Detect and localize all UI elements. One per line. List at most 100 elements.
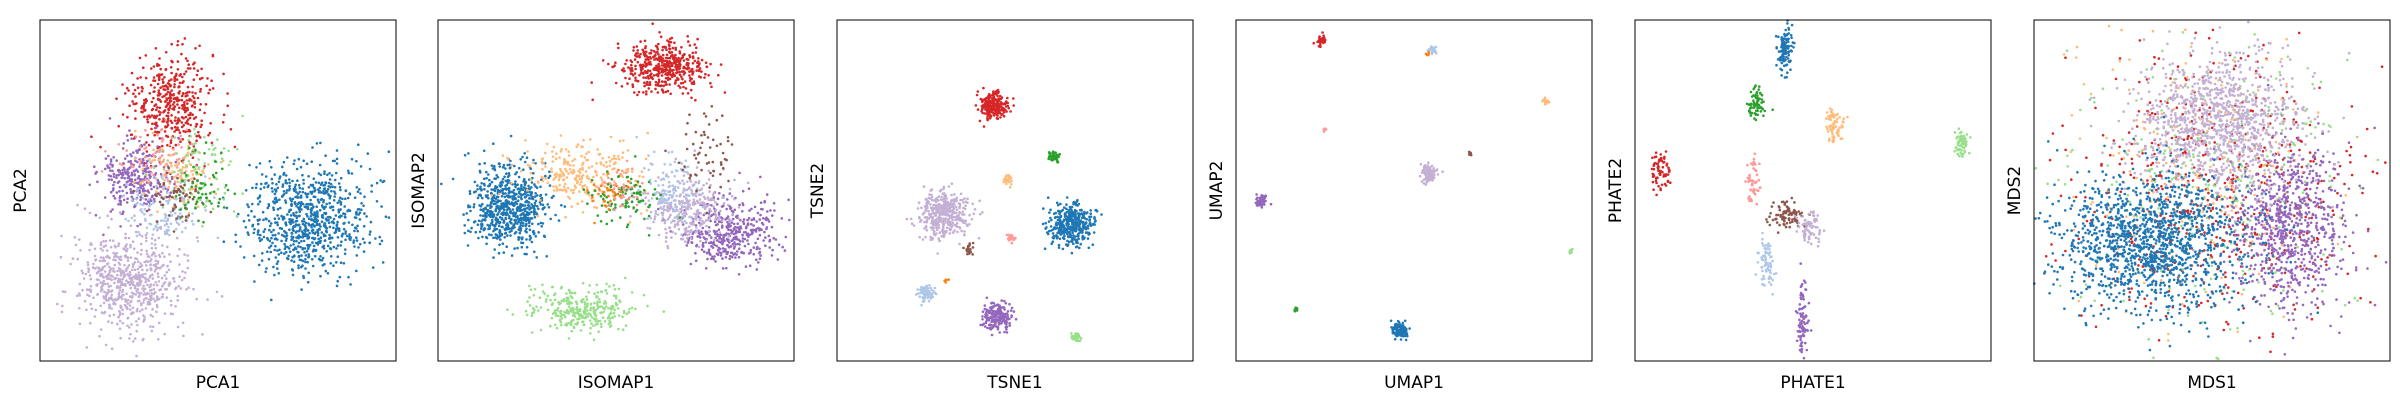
data-point — [335, 247, 338, 250]
data-point — [289, 198, 293, 202]
data-point — [174, 160, 178, 164]
data-point — [300, 239, 303, 243]
data-point — [718, 191, 721, 195]
data-point — [147, 198, 150, 201]
data-point — [200, 123, 203, 126]
data-point — [590, 322, 593, 325]
data-point — [491, 223, 495, 227]
data-point — [167, 166, 171, 170]
data-point — [625, 59, 628, 62]
data-point — [533, 308, 536, 312]
data-point — [350, 172, 354, 175]
data-point — [107, 174, 111, 177]
data-point — [695, 46, 698, 50]
data-point — [614, 296, 618, 300]
data-point — [247, 205, 250, 209]
data-point — [348, 209, 352, 212]
data-point — [735, 215, 738, 218]
data-point — [155, 190, 158, 193]
data-point — [306, 260, 310, 264]
data-point — [737, 247, 741, 250]
data-point — [357, 143, 360, 146]
data-point — [115, 251, 119, 255]
data-point — [752, 246, 756, 249]
data-point — [176, 173, 180, 176]
data-point — [277, 232, 280, 235]
data-point — [157, 89, 161, 92]
data-point — [659, 35, 663, 39]
data-point — [170, 164, 173, 168]
data-point — [313, 254, 317, 258]
data-point — [707, 74, 710, 77]
data-point — [602, 164, 606, 167]
data-point — [142, 103, 146, 107]
data-point — [166, 143, 169, 147]
data-point — [120, 297, 124, 301]
data-point — [88, 183, 91, 187]
data-point — [537, 207, 540, 211]
data-point — [630, 63, 633, 67]
data-point — [680, 46, 683, 49]
data-point — [114, 276, 117, 280]
data-point — [152, 148, 155, 152]
data-point — [134, 157, 137, 160]
data-point — [212, 175, 216, 179]
data-point — [88, 294, 91, 298]
data-point — [352, 239, 356, 242]
data-point — [160, 144, 164, 148]
data-point — [514, 215, 518, 219]
data-point — [688, 186, 691, 189]
data-point — [138, 310, 142, 313]
data-point — [526, 300, 529, 303]
data-point — [137, 295, 141, 299]
data-point — [519, 224, 522, 227]
data-point — [769, 209, 772, 212]
data-point — [339, 188, 342, 192]
data-point — [514, 211, 518, 215]
data-point — [698, 198, 702, 201]
data-point — [156, 295, 159, 298]
data-point — [182, 192, 185, 195]
data-point — [741, 189, 745, 193]
data-point — [156, 266, 160, 270]
data-point — [363, 212, 366, 215]
data-point — [178, 263, 181, 266]
data-point — [171, 312, 174, 316]
data-point — [550, 303, 554, 307]
data-point — [194, 116, 198, 119]
data-point — [291, 237, 294, 241]
data-point — [282, 160, 286, 164]
data-point — [504, 216, 508, 220]
data-point — [205, 84, 208, 88]
data-point — [96, 180, 99, 184]
data-point — [569, 309, 572, 313]
data-point — [272, 200, 275, 203]
data-point — [151, 122, 154, 126]
data-point — [375, 181, 379, 185]
data-point — [291, 228, 295, 232]
data-point — [514, 230, 518, 234]
data-point — [702, 184, 705, 187]
data-point — [150, 258, 153, 261]
data-point — [157, 338, 160, 341]
data-point — [194, 141, 197, 145]
data-point — [771, 214, 774, 217]
data-point — [154, 130, 157, 134]
data-point — [348, 233, 351, 236]
data-point — [97, 278, 101, 282]
data-point — [255, 166, 258, 169]
data-point — [493, 227, 497, 231]
data-point — [630, 291, 634, 294]
data-point — [100, 268, 104, 272]
data-point — [622, 70, 625, 73]
data-point — [330, 236, 334, 240]
data-point — [126, 154, 129, 158]
data-point — [526, 200, 530, 204]
data-point — [129, 159, 132, 163]
data-point — [595, 317, 598, 321]
data-point — [119, 271, 123, 274]
data-point — [552, 185, 555, 188]
data-point — [319, 254, 322, 258]
data-point — [190, 219, 194, 223]
data-point — [116, 269, 119, 273]
